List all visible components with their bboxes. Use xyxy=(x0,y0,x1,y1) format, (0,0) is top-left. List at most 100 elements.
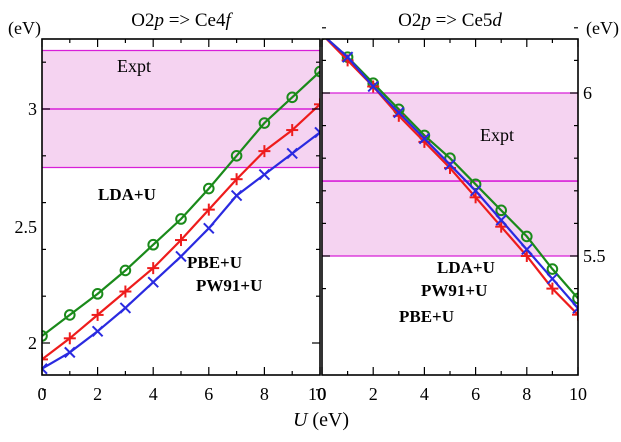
point-plus xyxy=(286,124,299,137)
point-cross xyxy=(64,346,76,359)
point-cross-b xyxy=(42,363,48,371)
panel-title: O2p => Ce5d xyxy=(398,10,502,31)
point-plus xyxy=(63,332,76,345)
point-cross-b xyxy=(64,346,76,359)
series-line-lda-u xyxy=(325,39,578,300)
y-tick-label: 2.5 xyxy=(15,217,38,237)
point-cross-b xyxy=(444,159,456,171)
point-cross-b xyxy=(341,51,354,63)
point-cross-b xyxy=(393,106,405,119)
point-cross xyxy=(119,302,132,314)
x-tick-label: 8 xyxy=(260,384,269,404)
point-cross xyxy=(175,250,187,263)
y-tick-label: 5.5 xyxy=(583,246,606,266)
series-group xyxy=(42,65,320,375)
y-unit-label: (eV) xyxy=(586,18,619,39)
point-plus xyxy=(520,250,533,262)
point-plus xyxy=(572,308,578,321)
point-cross-b xyxy=(367,80,379,93)
title-part: O2 xyxy=(398,10,421,31)
point-plus xyxy=(91,308,104,321)
x-tick-label: 10 xyxy=(308,384,326,404)
point-cross xyxy=(42,363,48,375)
point-cross xyxy=(572,302,578,314)
title-part: f xyxy=(226,10,234,31)
point-plus xyxy=(469,191,482,204)
point-cross-b xyxy=(521,243,533,256)
x-tick-label: 10 xyxy=(569,384,587,404)
point-cross-b xyxy=(572,306,578,314)
y-tick-label: 3 xyxy=(28,99,37,119)
point-cross-b xyxy=(317,29,327,39)
point-cross-a xyxy=(314,126,320,134)
series-group xyxy=(317,29,578,321)
expt-label: Expt xyxy=(117,56,151,76)
y-tick-label: 6 xyxy=(583,83,592,103)
x-axis-label: U (eV) xyxy=(293,409,349,431)
point-plus xyxy=(119,285,132,298)
point-cross xyxy=(444,159,456,171)
y-tick-label: 2 xyxy=(28,333,37,353)
point-cross-b xyxy=(469,185,482,197)
title-part: p xyxy=(152,10,164,31)
point-circle xyxy=(572,292,578,305)
point-plus xyxy=(175,234,187,247)
x-tick-label: 4 xyxy=(420,384,429,404)
expt-band xyxy=(322,93,578,256)
title-part: 5 xyxy=(483,10,493,31)
point-cross xyxy=(91,325,104,338)
point-cross-b xyxy=(546,273,559,285)
panel-2: Expt 0 2 4 6 8 10 5.5 6 (eV) O2p => Ce5d LDA+U PW91+… xyxy=(317,10,620,404)
series-line-lda-u xyxy=(42,70,320,337)
series-label-lda-u: LDA+U xyxy=(437,258,495,277)
point-plus xyxy=(202,203,215,216)
point-cross-b xyxy=(286,147,298,160)
point-circle xyxy=(469,178,482,191)
point-cross-b xyxy=(203,222,215,235)
point-plus xyxy=(495,220,508,233)
point-cross-b xyxy=(418,132,431,145)
point-plus xyxy=(258,145,271,158)
point-cross-b xyxy=(258,168,271,181)
x-tick-label: 2 xyxy=(369,384,378,404)
point-cross xyxy=(341,51,354,63)
point-cross xyxy=(393,106,405,119)
point-plus xyxy=(230,173,243,186)
expt-label: Expt xyxy=(480,125,514,145)
series-label-pbe-u: PBE+U xyxy=(399,307,454,326)
point-cross xyxy=(546,273,559,285)
point-circle xyxy=(230,150,243,162)
point-plus xyxy=(314,98,320,111)
point-circle xyxy=(546,263,559,275)
x-tick-label: 0 xyxy=(38,384,47,404)
point-circle xyxy=(64,309,76,321)
point-cross xyxy=(147,276,159,288)
title-part: O2 xyxy=(131,10,154,31)
point-circle xyxy=(203,182,215,195)
point-cross-b xyxy=(495,214,507,226)
point-cross-b xyxy=(314,130,320,139)
title-part: d xyxy=(492,10,502,31)
x-axis-label-unit: (eV) xyxy=(307,409,349,431)
point-circle xyxy=(521,230,533,243)
point-cross xyxy=(230,189,243,202)
point-circle xyxy=(175,213,187,225)
x-tick-label: 2 xyxy=(93,384,102,404)
title-part: => Ce xyxy=(164,10,216,31)
point-circle xyxy=(119,264,132,277)
point-cross xyxy=(469,185,482,197)
title-part: p xyxy=(419,10,431,31)
point-circle xyxy=(91,288,104,300)
point-circle xyxy=(314,65,320,78)
point-cross-a xyxy=(42,367,48,375)
title-part: 4 xyxy=(216,10,226,31)
point-cross-b xyxy=(91,325,104,338)
x-tick-label: 6 xyxy=(204,384,213,404)
point-cross xyxy=(317,29,328,41)
point-circle xyxy=(322,39,326,41)
series-label-pw91-u: PW91+U xyxy=(421,281,487,300)
point-circle xyxy=(147,238,159,251)
point-cross xyxy=(418,132,431,145)
